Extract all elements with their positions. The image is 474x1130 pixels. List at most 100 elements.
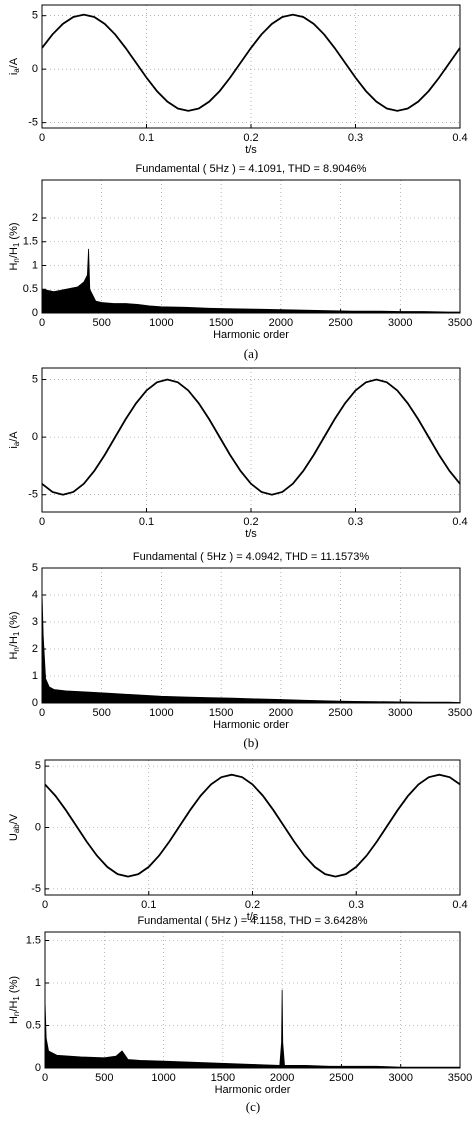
plot-area — [42, 568, 460, 703]
y-axis-label-part: /A — [8, 431, 20, 442]
y-tick-label: 0 — [35, 1062, 41, 1074]
y-tick-label: -5 — [31, 883, 41, 895]
chart-title: Fundamental ( 5Hz ) = 4.1091, THD = 8.90… — [136, 163, 367, 175]
x-tick-label: 3000 — [388, 707, 412, 719]
plot-area — [42, 180, 460, 313]
y-axis-label-subscript: a — [12, 441, 21, 446]
x-tick-label: 500 — [93, 317, 111, 329]
y-axis-label-part: /A — [8, 57, 20, 68]
y-tick-label: 1 — [32, 259, 38, 271]
y-axis-label: Hn/H1 (%) — [8, 222, 21, 270]
y-axis-label-subscript: 1 — [12, 631, 21, 636]
y-tick-label: 0 — [32, 307, 38, 319]
waveform — [41, 13, 461, 112]
x-tick-label: 0.1 — [141, 899, 156, 911]
chart-title: Fundamental ( 5Hz ) = 4.1158, THD = 3.64… — [137, 915, 367, 927]
y-tick-label: 5 — [32, 10, 38, 22]
y-axis-label-subscript: n — [12, 1012, 21, 1016]
x-tick-label: 3000 — [388, 1072, 412, 1084]
x-tick-label: 1500 — [209, 707, 233, 719]
y-tick-label: 0 — [32, 697, 38, 709]
y-axis-label: Uab/V — [8, 813, 21, 841]
y-tick-label: 5 — [32, 373, 38, 385]
y-axis-label-subscript: 1 — [12, 242, 21, 247]
x-tick-label: 0.3 — [348, 516, 363, 528]
y-axis-label-part: i — [8, 73, 20, 75]
spectrum — [41, 592, 461, 704]
y-axis-label-part: H — [8, 652, 20, 660]
x-tick-label: 0.1 — [139, 516, 154, 528]
plot-frame — [41, 4, 461, 129]
x-tick-label: 0.4 — [452, 132, 467, 144]
y-tick-label: 1 — [35, 977, 41, 989]
spectrum — [44, 989, 461, 1069]
x-tick-label: 2500 — [328, 707, 352, 719]
x-tick-label: 0.3 — [348, 132, 363, 144]
plot-area — [45, 932, 460, 1068]
y-tick-label: 2 — [32, 212, 38, 224]
y-tick-label: 0.5 — [23, 283, 38, 295]
x-tick-label: 0.2 — [243, 132, 258, 144]
y-tick-label: 5 — [35, 760, 41, 772]
y-tick-label: 5 — [32, 562, 38, 574]
x-tick-label: 0.4 — [452, 899, 467, 911]
x-tick-label: 2000 — [269, 317, 293, 329]
x-tick-label: 1000 — [151, 1072, 175, 1084]
y-tick-label: 0 — [32, 63, 38, 75]
x-tick-label: 500 — [93, 707, 111, 719]
x-axis-label: Harmonic order — [215, 1084, 291, 1096]
plot-frame — [41, 567, 461, 704]
x-tick-label: 0 — [39, 132, 45, 144]
y-tick-label: 0 — [32, 431, 38, 443]
x-tick-label: 0.2 — [245, 899, 260, 911]
x-tick-label: 0 — [39, 707, 45, 719]
y-tick-label: 0 — [35, 821, 41, 833]
x-tick-label: 2500 — [328, 317, 352, 329]
y-axis-label-subscript: n — [12, 258, 21, 262]
y-tick-label: 3 — [32, 616, 38, 628]
x-tick-label: 1000 — [149, 707, 173, 719]
x-tick-label: 3500 — [448, 317, 472, 329]
x-tick-label: 500 — [95, 1072, 113, 1084]
x-tick-label: 2500 — [329, 1072, 353, 1084]
y-axis-label-part: i — [8, 446, 20, 448]
y-axis-label-part: H — [8, 1016, 20, 1024]
x-tick-label: 1500 — [209, 317, 233, 329]
x-axis-label: t/s — [247, 911, 259, 923]
y-tick-label: 1.5 — [23, 236, 38, 248]
x-tick-label: 2000 — [270, 1072, 294, 1084]
y-tick-label: 0.5 — [26, 1019, 41, 1031]
caption: (b) — [243, 735, 258, 750]
y-tick-label: 4 — [32, 589, 38, 601]
y-axis-label-subscript: a — [12, 68, 21, 73]
x-axis-label: Harmonic order — [213, 719, 289, 731]
y-tick-label: 1 — [32, 670, 38, 682]
plot-frame — [44, 759, 461, 896]
x-tick-label: 0.2 — [243, 516, 258, 528]
y-axis-label-subscript: n — [12, 647, 21, 651]
chart-title: Fundamental ( 5Hz ) = 4.0942, THD = 11.1… — [133, 551, 369, 563]
x-tick-label: 3500 — [448, 1072, 472, 1084]
caption: (c) — [246, 1099, 260, 1114]
y-tick-label: 1.5 — [26, 934, 41, 946]
x-tick-label: 0 — [42, 899, 48, 911]
x-axis-label: Harmonic order — [213, 329, 289, 341]
y-tick-label: 2 — [32, 643, 38, 655]
x-tick-label: 0 — [42, 1072, 48, 1084]
x-axis-label: t/s — [245, 528, 257, 540]
y-axis-label: Hn/H1 (%) — [8, 976, 21, 1024]
x-tick-label: 1000 — [149, 317, 173, 329]
plot-frame — [41, 179, 461, 314]
x-tick-label: 3500 — [448, 707, 472, 719]
y-axis-label-part: H — [8, 263, 20, 271]
y-axis-label-subscript: 1 — [12, 996, 21, 1001]
y-tick-label: -5 — [28, 117, 38, 129]
y-axis-label-part: (%) — [8, 611, 20, 631]
y-axis-label-part: /H — [8, 247, 20, 258]
x-tick-label: 1500 — [211, 1072, 235, 1084]
plot-frame — [44, 931, 461, 1069]
y-axis-label: Hn/H1 (%) — [8, 611, 21, 659]
x-tick-label: 2000 — [269, 707, 293, 719]
caption: (a) — [244, 346, 258, 361]
y-axis-label-part: /V — [8, 813, 20, 824]
